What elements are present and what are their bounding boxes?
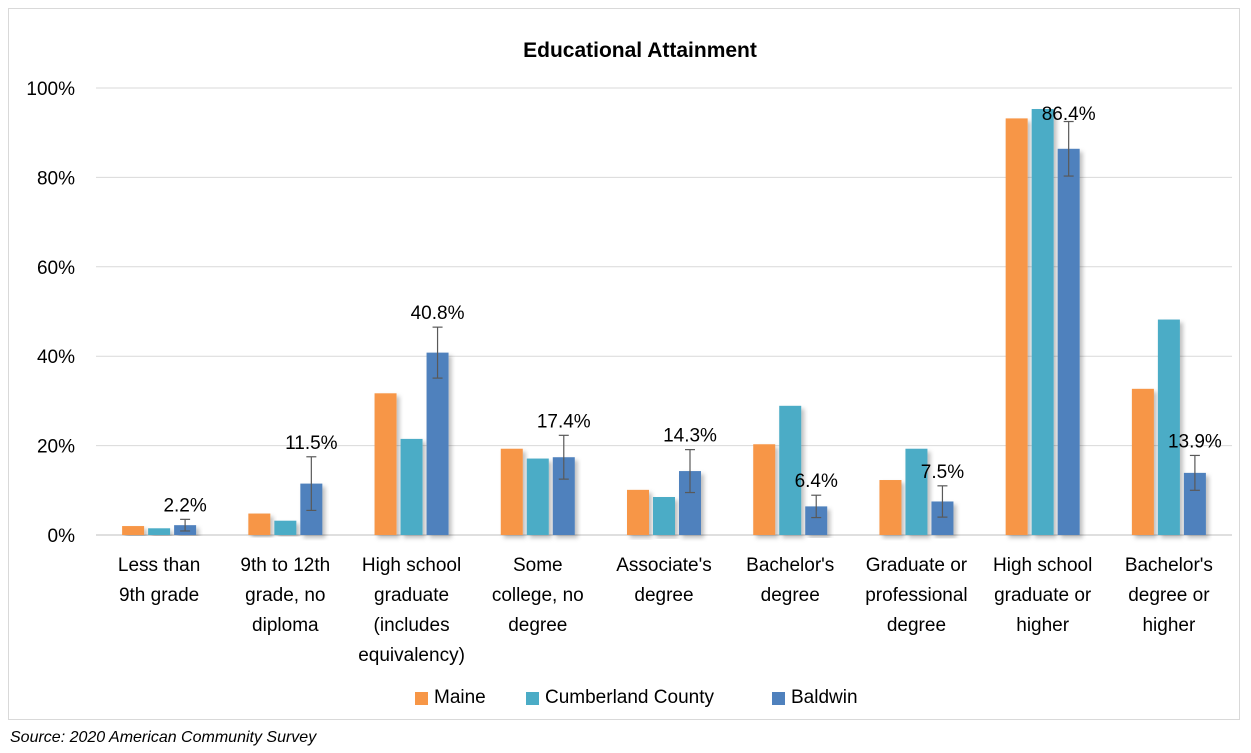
legend-label-maine: Maine — [434, 687, 486, 708]
legend-swatch-baldwin — [772, 691, 785, 705]
data-label: 17.4% — [537, 411, 591, 432]
y-tick-label: 60% — [37, 258, 75, 279]
bar-cumberland-county — [1031, 109, 1054, 535]
bar-maine — [1131, 388, 1154, 535]
bar-cumberland-county — [905, 448, 928, 535]
x-tick-label: grade, no — [245, 585, 325, 606]
bar-maine — [1005, 118, 1028, 535]
x-tick-label: equivalency) — [358, 645, 465, 666]
x-tick-label: Some — [513, 555, 563, 576]
x-tick-label: higher — [1142, 615, 1195, 636]
bar-maine — [374, 393, 397, 535]
bar-maine — [248, 513, 271, 535]
bar-cumberland-county — [274, 520, 297, 535]
bar-baldwin — [679, 471, 701, 535]
chart-frame — [8, 8, 1240, 720]
bar-baldwin — [552, 457, 575, 535]
x-tick-label: professional — [865, 585, 967, 606]
bar-cumberland-county — [653, 497, 675, 535]
x-tick-label: college, no — [492, 585, 584, 606]
y-tick-label: 0% — [48, 526, 76, 547]
y-tick-label: 20% — [37, 437, 75, 458]
data-label: 6.4% — [795, 471, 838, 492]
legend-label-baldwin: Baldwin — [791, 687, 858, 708]
bar-baldwin — [931, 501, 954, 535]
x-tick-label: Associate's — [616, 555, 712, 576]
data-label: 13.9% — [1168, 431, 1222, 452]
bar-cumberland-county — [779, 405, 802, 535]
x-tick-label: degree — [634, 585, 693, 606]
x-tick-label: degree or — [1128, 585, 1210, 606]
data-label: 86.4% — [1042, 104, 1096, 125]
bar-maine — [879, 480, 902, 535]
data-label: 2.2% — [163, 495, 206, 516]
bar-baldwin — [1057, 148, 1080, 536]
legend-label-cumberland: Cumberland County — [545, 687, 714, 708]
x-tick-label: graduate or — [994, 585, 1092, 606]
bar-baldwin — [805, 506, 828, 535]
x-tick-label: Bachelor's — [746, 555, 834, 576]
y-tick-label: 100% — [26, 79, 75, 100]
y-tick-label: 80% — [37, 168, 75, 189]
x-tick-label: High school — [362, 555, 461, 576]
x-tick-label: higher — [1016, 615, 1069, 636]
legend-swatch-cumberland — [526, 691, 539, 705]
data-label: 11.5% — [285, 433, 338, 454]
bar-baldwin — [426, 352, 449, 535]
x-tick-label: (includes — [374, 615, 450, 636]
x-tick-label: 9th grade — [119, 585, 199, 606]
source-note: Source: 2020 American Community Survey — [10, 729, 317, 746]
bar-maine — [753, 444, 776, 535]
x-tick-label: degree — [761, 585, 820, 606]
data-label: 14.3% — [663, 426, 717, 447]
x-tick-label: Less than — [118, 555, 200, 576]
bar-maine — [122, 526, 145, 535]
legend-swatch-maine — [415, 691, 428, 705]
x-tick-label: Graduate or — [866, 555, 968, 576]
x-tick-label: degree — [508, 615, 567, 636]
y-tick-label: 40% — [37, 347, 75, 368]
x-tick-label: diploma — [252, 615, 319, 636]
bar-cumberland-county — [148, 528, 171, 535]
data-label: 7.5% — [921, 462, 964, 483]
x-tick-label: High school — [993, 555, 1092, 576]
bar-maine — [500, 448, 523, 535]
bar-cumberland-county — [526, 458, 549, 535]
legend-item-maine: Maine — [415, 686, 486, 710]
legend-item-cumberland: Cumberland County — [526, 686, 714, 710]
x-tick-label: Bachelor's — [1125, 555, 1213, 576]
chart-title: Educational Attainment — [523, 39, 757, 62]
legend-item-baldwin: Baldwin — [772, 686, 858, 710]
x-tick-label: graduate — [374, 585, 449, 606]
data-label: 40.8% — [411, 303, 465, 324]
bar-baldwin — [1183, 472, 1206, 535]
bar-maine — [627, 489, 649, 535]
x-tick-label: 9th to 12th — [240, 555, 330, 576]
bar-cumberland-county — [400, 438, 423, 535]
x-tick-label: degree — [887, 615, 946, 636]
bar-cumberland-county — [1157, 319, 1180, 535]
